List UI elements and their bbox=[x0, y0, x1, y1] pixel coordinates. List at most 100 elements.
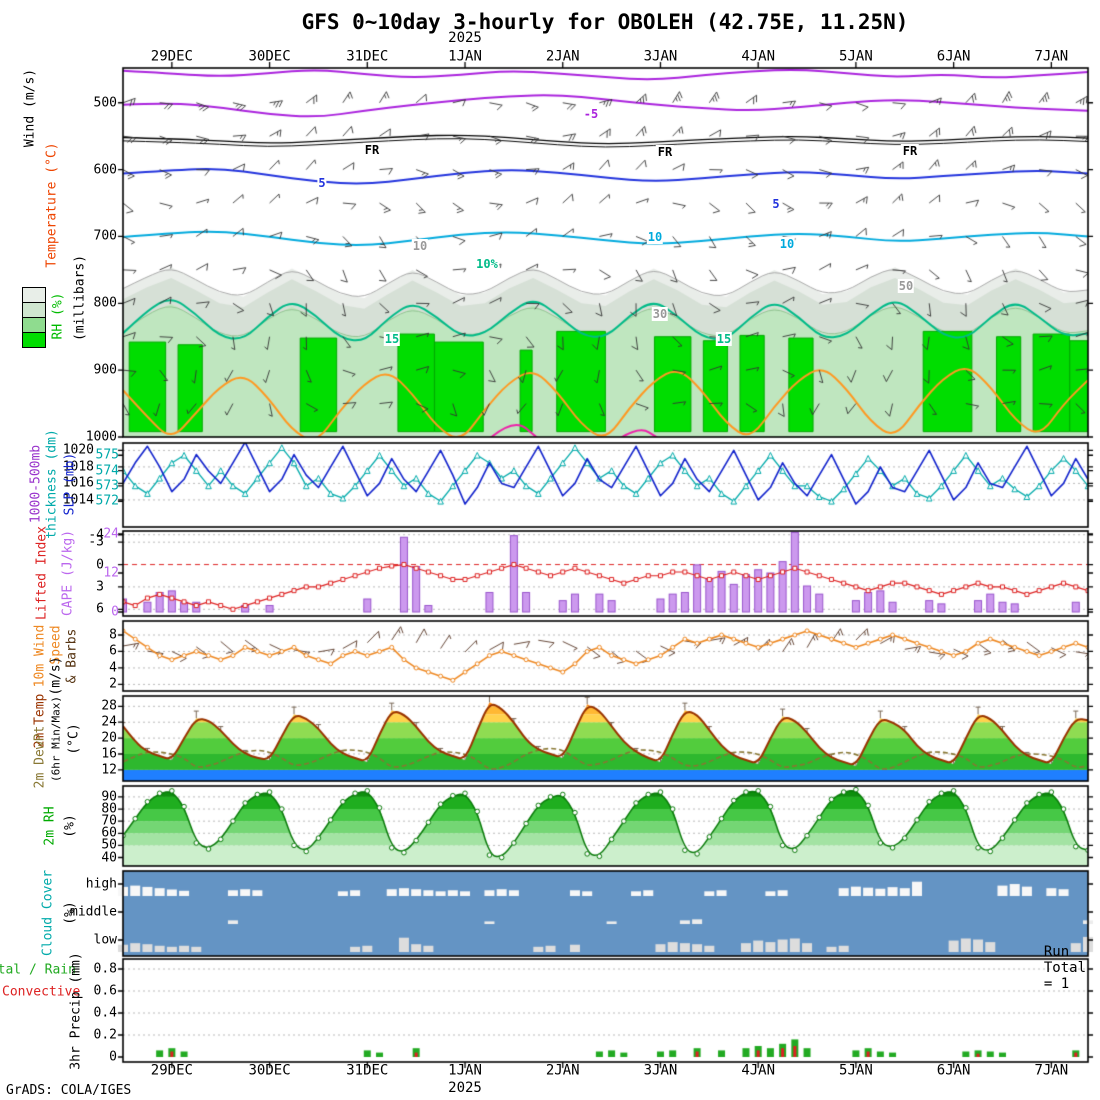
rh-colorbar-cell-1 bbox=[23, 303, 45, 318]
fr-label-2: FR bbox=[900, 144, 920, 158]
cloud-row-low: low bbox=[93, 932, 117, 948]
side-label-slp: SLP (mb) bbox=[62, 452, 78, 516]
page-title: GFS 0~10day 3-hourly for OBOLEH (42.75E,… bbox=[301, 10, 909, 34]
year-label-bottom: 2025 bbox=[448, 1080, 482, 1096]
day-label-top-29DEC: 29DEC bbox=[150, 48, 193, 65]
precip-tick-0.8: 0.8 bbox=[93, 961, 117, 977]
contour-label-10-50: 50 bbox=[897, 279, 915, 293]
side-label-rh2m: 2m RH bbox=[42, 806, 58, 846]
day-label-bottom-4JAN: 4JAN bbox=[741, 1062, 776, 1079]
day-label-top-5JAN: 5JAN bbox=[839, 48, 873, 65]
fr-label-0: FR bbox=[362, 143, 382, 157]
temp-tick-12: 12 bbox=[101, 762, 117, 778]
precip-tick-0.4: 0.4 bbox=[93, 1005, 117, 1021]
day-label-bottom-6JAN: 6JAN bbox=[936, 1062, 971, 1079]
thickness-tick-574: 574 bbox=[95, 463, 119, 479]
grads-watermark: GrADS: COLA/IGES bbox=[6, 1083, 132, 1098]
cloud-row-high: high bbox=[85, 876, 117, 892]
side-label-cloud-cover: Cloud Cover bbox=[40, 869, 56, 957]
rh-tick-40: 40 bbox=[101, 850, 117, 866]
day-label-top-2JAN: 2JAN bbox=[545, 48, 580, 65]
temp-tick-20: 20 bbox=[101, 730, 117, 746]
rh-tick-70: 70 bbox=[101, 813, 117, 829]
precip-tick-0: 0 bbox=[109, 1049, 117, 1065]
cloud-row-middle: middle bbox=[70, 904, 117, 920]
day-label-top-6JAN: 6JAN bbox=[936, 48, 971, 65]
run-total-label: Run Total = 1 bbox=[1043, 944, 1087, 992]
slp-tick-1020: 1020 bbox=[62, 442, 94, 458]
wind-tick-6: 6 bbox=[109, 643, 117, 659]
side-label-thk-unit: thickness (dm) bbox=[44, 429, 60, 539]
precip-tick-0.6: 0.6 bbox=[93, 983, 117, 999]
side-label-dewpt2m: 2m DewPt bbox=[32, 725, 48, 789]
precip-tick-0.2: 0.2 bbox=[93, 1027, 117, 1043]
rh-tick-80: 80 bbox=[101, 801, 117, 817]
p1-tick-900: 900 bbox=[93, 362, 117, 378]
li-tick--4: -4 bbox=[88, 527, 104, 543]
day-label-bottom-30DEC: 30DEC bbox=[248, 1062, 291, 1079]
day-label-top-4JAN: 4JAN bbox=[741, 48, 776, 65]
day-label-top-30DEC: 30DEC bbox=[248, 48, 291, 65]
contour-label-6-15: 15 bbox=[383, 332, 401, 346]
day-label-bottom-3JAN: 3JAN bbox=[643, 1062, 678, 1079]
thickness-tick-573: 573 bbox=[95, 478, 119, 494]
temp-tick-28: 28 bbox=[101, 698, 117, 714]
p1-tick-700: 700 bbox=[93, 228, 117, 244]
thickness-tick-572: 572 bbox=[95, 493, 119, 509]
day-label-bottom-5JAN: 5JAN bbox=[839, 1062, 873, 1079]
cape-tick-12: 12 bbox=[103, 565, 119, 581]
p1-tick-500: 500 bbox=[93, 95, 117, 111]
slp-tick-1014: 1014 bbox=[62, 492, 94, 508]
side-label-lifted-index: Lifted Index bbox=[34, 526, 50, 620]
side-label-minmax: (6hr Min/Max) bbox=[49, 695, 63, 783]
fr-label-1: FR bbox=[655, 145, 675, 159]
side-label-barbs: & Barbs bbox=[64, 628, 80, 684]
rh-colorbar-cell-2 bbox=[23, 318, 45, 333]
side-label-total-rain: Total / Rain bbox=[0, 962, 76, 978]
day-label-bottom-29DEC: 29DEC bbox=[150, 1062, 193, 1079]
li-tick--3: -3 bbox=[88, 534, 104, 550]
day-label-top-3JAN: 3JAN bbox=[643, 48, 678, 65]
side-label-rh-pct: RH (%) bbox=[50, 292, 66, 340]
rh-tick-60: 60 bbox=[101, 825, 117, 841]
slp-tick-1018: 1018 bbox=[62, 459, 94, 475]
wind-tick-8: 8 bbox=[109, 627, 117, 643]
rh-colorbar-cell-3 bbox=[23, 333, 45, 347]
day-label-top-7JAN: 7JAN bbox=[1034, 48, 1069, 65]
li-tick-0: 0 bbox=[96, 557, 104, 573]
side-label-precip3hr: 3hr Precip (mm) bbox=[68, 952, 84, 1070]
day-label-bottom-7JAN: 7JAN bbox=[1034, 1062, 1069, 1079]
thickness-tick-575: 575 bbox=[95, 447, 119, 463]
li-tick-6: 6 bbox=[96, 601, 104, 617]
rh-colorbar-cell-0 bbox=[23, 288, 45, 303]
day-label-bottom-31DEC: 31DEC bbox=[346, 1062, 389, 1079]
contour-label-7-15: 15 bbox=[715, 332, 733, 346]
side-label-temperature: Temperature (°C) bbox=[44, 142, 60, 268]
slp-tick-1016: 1016 bbox=[62, 475, 94, 491]
side-label-pct-rh: (%) bbox=[62, 814, 78, 838]
contour-label-2-5: 5 bbox=[771, 197, 781, 211]
side-label-pct-cloud: (%) bbox=[62, 901, 78, 925]
contour-label-4-10: 10 bbox=[778, 237, 796, 251]
day-label-top-31DEC: 31DEC bbox=[346, 48, 389, 65]
side-label-thk-name: 1000-500mb bbox=[28, 444, 44, 524]
cape-tick-24: 24 bbox=[103, 526, 119, 542]
rh-colorbar bbox=[22, 287, 46, 348]
wind-tick-2: 2 bbox=[109, 676, 117, 692]
contour-label-9-30: 30 bbox=[651, 307, 669, 321]
side-label-wind-ms: Wind (m/s) bbox=[22, 68, 38, 148]
contour-label-3-10: 10 bbox=[646, 230, 664, 244]
contour-label-0--5: -5 bbox=[582, 107, 600, 121]
contour-label-1-5: 5 bbox=[317, 176, 327, 190]
side-label-convective: Convective bbox=[2, 984, 81, 1000]
wind-tick-4: 4 bbox=[109, 660, 117, 676]
p1-tick-800: 800 bbox=[93, 295, 117, 311]
side-label-ms-unit: (m/s) bbox=[48, 656, 64, 696]
contour-label-5-10%: 10% bbox=[475, 257, 499, 271]
p1-tick-1000: 1000 bbox=[85, 429, 117, 445]
rh-tick-90: 90 bbox=[101, 789, 117, 805]
side-label-degc: (°C) bbox=[66, 723, 82, 755]
temp-tick-24: 24 bbox=[101, 714, 117, 730]
